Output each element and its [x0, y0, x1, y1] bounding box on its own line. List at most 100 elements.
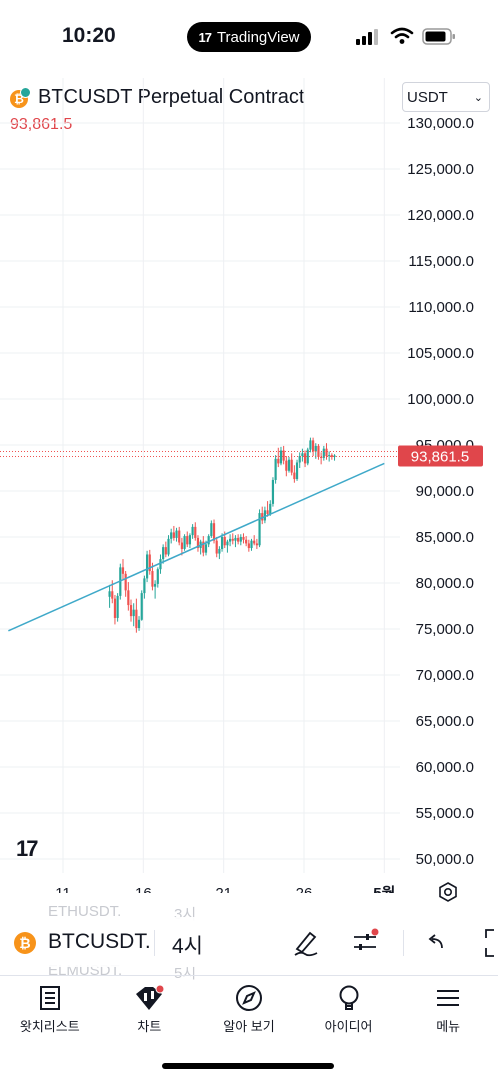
nav-label: 메뉴: [436, 1019, 461, 1034]
candle-body: [180, 542, 183, 549]
candle-body: [328, 455, 331, 457]
candle-body: [116, 595, 119, 618]
candle-body: [218, 548, 221, 554]
status-time: 10:20: [62, 24, 116, 47]
candle-body: [255, 543, 258, 546]
candle-body: [247, 543, 250, 549]
candle-body: [290, 459, 293, 473]
candle-body: [282, 450, 285, 461]
tradingview-watermark-icon: 17: [16, 836, 39, 861]
candle-body: [113, 598, 117, 618]
price-tick-label: 55,000.0: [416, 805, 474, 822]
app-pill-label: TradingView: [216, 28, 300, 46]
time-axis[interactable]: 11 16 21 26 5월: [55, 885, 395, 893]
candle-body: [301, 453, 304, 457]
nav-label: 왓치리스트: [19, 1019, 80, 1034]
chart-grid: [0, 78, 400, 873]
candle-body: [287, 459, 291, 471]
watchlist-icon: [39, 986, 60, 1010]
price-axis[interactable]: 130,000.0 125,000.0 120,000.0 115,000.0 110,…: [407, 115, 474, 868]
candle-body: [226, 541, 229, 546]
candle-body: [154, 583, 157, 587]
candle-body: [186, 536, 189, 545]
price-tick-label: 90,000.0: [416, 483, 474, 500]
price-tick-label: 70,000.0: [416, 667, 474, 684]
toolbar-divider: [154, 930, 155, 956]
candle-body: [314, 445, 317, 452]
candle-body: [164, 547, 167, 555]
candle-body: [204, 544, 208, 553]
candle-body: [306, 449, 309, 464]
price-tick-label: 75,000.0: [416, 621, 474, 638]
candle-body: [250, 540, 253, 549]
time-tick-label: 5월: [373, 885, 395, 893]
candle-body: [178, 530, 181, 543]
candle-body: [325, 448, 328, 457]
candle-body: [172, 532, 175, 538]
price-tick-label: 80,000.0: [416, 575, 474, 592]
candle-body: [215, 540, 218, 554]
candle-body: [140, 593, 143, 620]
candle-body: [303, 453, 307, 464]
candle-body: [170, 532, 173, 539]
candle-body: [274, 458, 277, 480]
symbol-title[interactable]: BTCUSDT Perpetual Contract: [38, 86, 305, 108]
candle-body: [162, 547, 165, 560]
candle-body: [202, 541, 205, 553]
candle-body: [167, 538, 170, 555]
candle-body: [223, 537, 226, 546]
nav-chart[interactable]: 차트: [100, 976, 200, 1046]
tradingview-logo-icon: 17: [198, 29, 212, 45]
nav-watchlist[interactable]: 왓치리스트: [0, 976, 100, 1046]
ghost-next-interval: 5시: [174, 965, 197, 982]
interval-selector[interactable]: 4시: [172, 935, 203, 958]
candle-body: [242, 537, 245, 540]
nav-ideas[interactable]: 아이디어: [299, 976, 399, 1046]
indicators-icon[interactable]: [350, 927, 380, 957]
chart-settings-icon[interactable]: [437, 881, 459, 903]
candle-body: [263, 510, 267, 521]
drawing-pen-icon[interactable]: [291, 927, 321, 957]
nav-menu[interactable]: 메뉴: [398, 976, 498, 1046]
symbol-selector[interactable]: BTCUSDT.: [48, 930, 151, 953]
candle-body: [245, 539, 248, 544]
undo-icon[interactable]: [424, 930, 450, 956]
price-chart[interactable]: 130,000.0 125,000.0 120,000.0 115,000.0 110,…: [0, 78, 498, 893]
candle-body: [231, 538, 234, 541]
price-tick-label: 105,000.0: [407, 345, 474, 362]
candle-body: [196, 537, 200, 549]
candle-body: [111, 591, 114, 599]
bottom-nav: 왓치리스트 차트 알아 보기 아이디어 메뉴: [0, 975, 498, 1046]
price-tick-label: 125,000.0: [407, 161, 474, 178]
time-tick-label: 26: [296, 885, 313, 893]
candle-body: [237, 537, 240, 542]
candle-body: [277, 458, 280, 464]
candle-body: [175, 530, 178, 538]
last-price-tag-label: 93,861.5: [411, 448, 469, 465]
candle-body: [207, 536, 210, 545]
symbol-bitcoin-icon: ₿: [14, 932, 36, 954]
exchange-badge-icon: [20, 87, 31, 98]
candle-body: [212, 523, 216, 541]
nav-label: 아이디어: [324, 1019, 373, 1034]
home-indicator: [162, 1063, 334, 1069]
candle-body: [239, 537, 242, 542]
toolbar-background: [0, 917, 498, 967]
price-tick-label: 100,000.0: [407, 391, 474, 408]
chevron-down-icon: ⌄: [473, 91, 483, 104]
bitcoin-icon: ₿: [10, 87, 31, 108]
candle-body: [108, 591, 111, 597]
candle-body: [121, 567, 125, 574]
candle-body: [320, 456, 323, 458]
fullscreen-icon[interactable]: [480, 928, 498, 958]
candle-body: [285, 460, 288, 471]
nav-explore[interactable]: 알아 보기: [199, 976, 299, 1046]
candle-body: [137, 619, 141, 629]
candle-body: [188, 535, 192, 545]
candle-body: [135, 609, 138, 629]
candle-body: [183, 536, 186, 549]
candle-body: [271, 479, 275, 504]
currency-select[interactable]: USDT ⌄: [402, 82, 490, 112]
candle-body: [253, 540, 256, 544]
candle-body: [124, 573, 127, 591]
